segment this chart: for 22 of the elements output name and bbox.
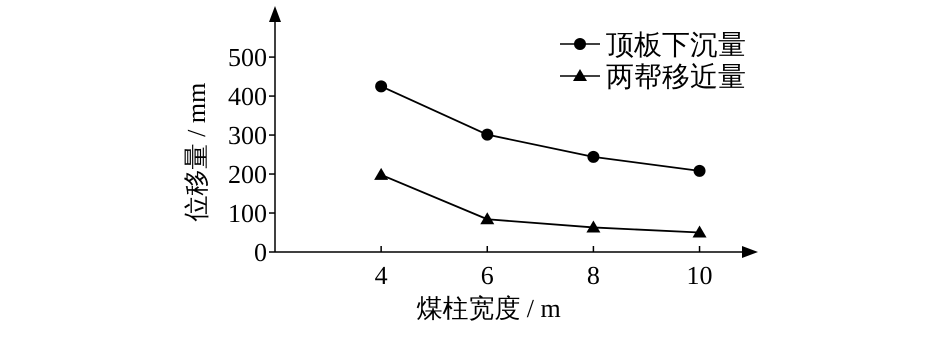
point	[375, 80, 388, 92]
x-axis-title: 煤柱宽度 / m	[416, 294, 561, 323]
point	[374, 168, 388, 180]
y-tick-label: 200	[228, 160, 267, 190]
y-axis-title: 位移量 / mm	[182, 82, 211, 222]
legend-label: 两帮移近量	[606, 62, 746, 93]
point	[481, 128, 494, 141]
x-tick-label: 10	[686, 261, 713, 290]
y-tick-label: 300	[228, 121, 267, 150]
point	[692, 226, 707, 238]
x-tick-label: 6	[480, 261, 494, 290]
point	[587, 150, 600, 163]
point	[480, 212, 494, 224]
y-tick-label: 100	[228, 199, 267, 228]
x-tick-label: 4	[374, 261, 388, 290]
y-tick-label: 0	[254, 238, 267, 268]
x-tick-label: 8	[586, 261, 600, 290]
y-tick-label: 400	[228, 82, 267, 112]
point	[586, 220, 600, 232]
y-tick-label: 500	[228, 43, 267, 72]
point	[694, 164, 706, 177]
legend-label: 顶板下沉量	[606, 30, 746, 61]
